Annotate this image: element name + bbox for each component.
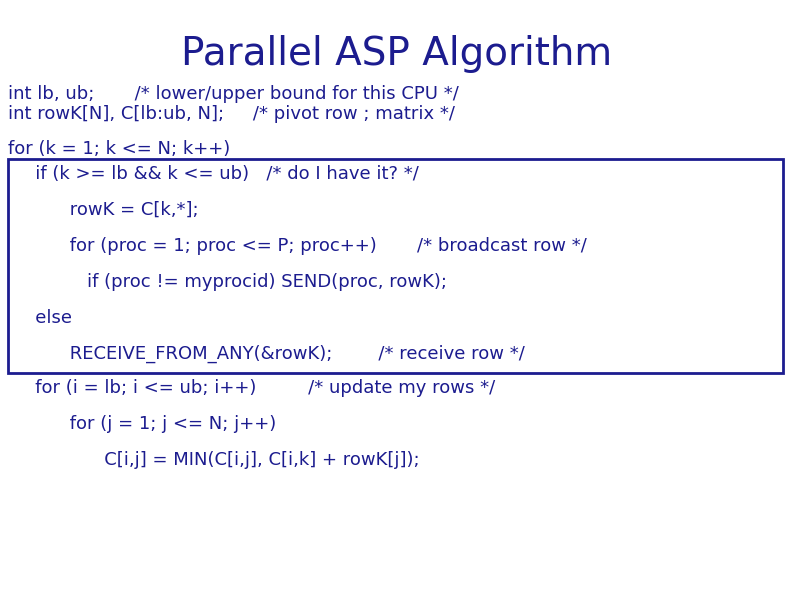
Text: Parallel ASP Algorithm: Parallel ASP Algorithm — [182, 35, 612, 73]
Text: for (i = lb; i <= ub; i++)         /* update my rows */: for (i = lb; i <= ub; i++) /* update my … — [18, 379, 495, 397]
Text: for (k = 1; k <= N; k++): for (k = 1; k <= N; k++) — [8, 140, 230, 158]
Text: RECEIVE_FROM_ANY(&rowK);        /* receive row */: RECEIVE_FROM_ANY(&rowK); /* receive row … — [18, 345, 525, 364]
Text: int rowK[N], C[lb:ub, N];     /* pivot row ; matrix */: int rowK[N], C[lb:ub, N]; /* pivot row ;… — [8, 105, 455, 123]
Text: if (k >= lb && k <= ub)   /* do I have it? */: if (k >= lb && k <= ub) /* do I have it?… — [18, 165, 419, 183]
Text: int lb, ub;       /* lower/upper bound for this CPU */: int lb, ub; /* lower/upper bound for thi… — [8, 85, 459, 103]
Text: for (proc = 1; proc <= P; proc++)       /* broadcast row */: for (proc = 1; proc <= P; proc++) /* bro… — [18, 237, 587, 255]
Text: if (proc != myprocid) SEND(proc, rowK);: if (proc != myprocid) SEND(proc, rowK); — [18, 273, 447, 291]
Text: rowK = C[k,*];: rowK = C[k,*]; — [18, 201, 198, 219]
Text: else: else — [18, 309, 72, 327]
Bar — [8, 159, 783, 373]
Text: for (j = 1; j <= N; j++): for (j = 1; j <= N; j++) — [18, 415, 276, 433]
Text: C[i,j] = MIN(C[i,j], C[i,k] + rowK[j]);: C[i,j] = MIN(C[i,j], C[i,k] + rowK[j]); — [18, 451, 419, 469]
